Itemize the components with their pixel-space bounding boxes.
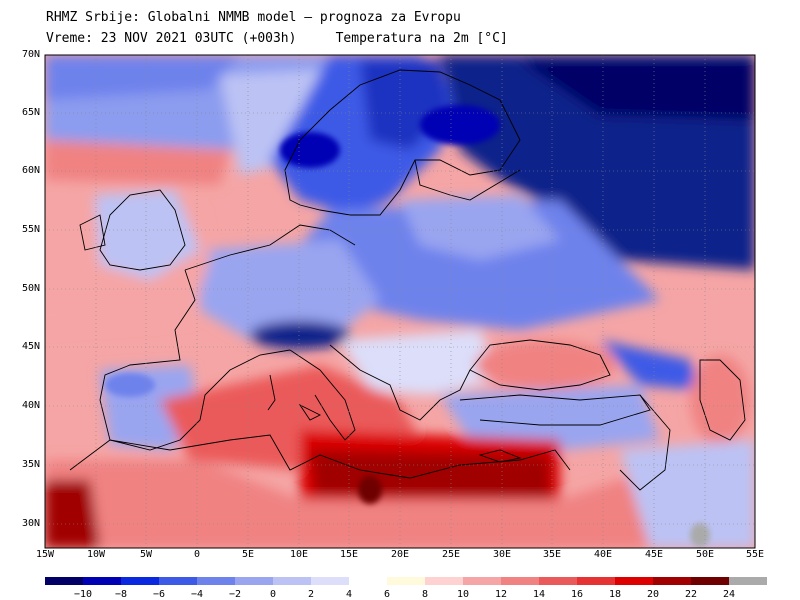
lat-label: 65N bbox=[21, 107, 40, 118]
lon-label: 5E bbox=[241, 549, 255, 560]
colorbar-swatch bbox=[235, 577, 273, 585]
lon-label: 55E bbox=[745, 549, 765, 560]
lon-label: 10W bbox=[86, 549, 106, 560]
colorbar-tick-label: −4 bbox=[190, 589, 204, 600]
colorbar-tick-label: 10 bbox=[456, 589, 470, 600]
colorbar-tick-label: −8 bbox=[114, 589, 128, 600]
colorbar-swatch bbox=[311, 577, 349, 585]
colorbar bbox=[45, 577, 767, 585]
lat-label: 50N bbox=[21, 283, 40, 294]
colorbar-tick-label: 18 bbox=[608, 589, 622, 600]
lat-label: 55N bbox=[21, 224, 40, 235]
colorbar-tick-label: 12 bbox=[494, 589, 508, 600]
field-name: Temperatura na 2m [°C] bbox=[335, 31, 508, 46]
colorbar-swatch bbox=[159, 577, 197, 585]
colorbar-swatch bbox=[501, 577, 539, 585]
colorbar-swatch bbox=[387, 577, 425, 585]
lat-label: 70N bbox=[21, 49, 40, 60]
colorbar-tick-label: 22 bbox=[684, 589, 698, 600]
lat-label: 40N bbox=[21, 400, 40, 411]
lon-label: 35E bbox=[542, 549, 562, 560]
lon-label: 15E bbox=[339, 549, 359, 560]
lat-label: 30N bbox=[21, 518, 40, 529]
map-frame bbox=[44, 54, 756, 549]
colorbar-swatch bbox=[615, 577, 653, 585]
colorbar-swatch bbox=[425, 577, 463, 585]
colorbar-tick-label: 0 bbox=[269, 589, 277, 600]
lon-label: 40E bbox=[593, 549, 613, 560]
lon-label: 20E bbox=[390, 549, 410, 560]
colorbar-swatch bbox=[691, 577, 729, 585]
lat-label: 45N bbox=[21, 341, 40, 352]
forecast-time: Vreme: 23 NOV 2021 03UTC (+003h) bbox=[46, 31, 297, 46]
colorbar-swatch bbox=[729, 577, 767, 585]
lon-label: 5W bbox=[139, 549, 153, 560]
colorbar-tick-label: −10 bbox=[73, 589, 93, 600]
colorbar-swatch bbox=[83, 577, 121, 585]
colorbar-tick-label: 14 bbox=[532, 589, 546, 600]
map-title: RHMZ Srbije: Globalni NMMB model — progn… bbox=[46, 10, 461, 25]
lon-label: 10E bbox=[289, 549, 309, 560]
lat-label: 60N bbox=[21, 165, 40, 176]
colorbar-tick-label: 8 bbox=[421, 589, 429, 600]
colorbar-swatch bbox=[45, 577, 83, 585]
colorbar-swatch bbox=[577, 577, 615, 585]
map-subtitle: Vreme: 23 NOV 2021 03UTC (+003h) Tempera… bbox=[46, 31, 508, 46]
colorbar-swatch bbox=[273, 577, 311, 585]
lon-label: 25E bbox=[441, 549, 461, 560]
colorbar-swatch bbox=[463, 577, 501, 585]
temperature-field bbox=[45, 55, 755, 548]
lon-label: 50E bbox=[695, 549, 715, 560]
lon-label: 30E bbox=[492, 549, 512, 560]
colorbar-tick-label: 24 bbox=[722, 589, 736, 600]
colorbar-swatch bbox=[539, 577, 577, 585]
colorbar-tick-label: 2 bbox=[307, 589, 315, 600]
colorbar-swatch bbox=[121, 577, 159, 585]
colorbar-tick-label: 4 bbox=[345, 589, 353, 600]
colorbar-swatch bbox=[653, 577, 691, 585]
colorbar-tick-label: 16 bbox=[570, 589, 584, 600]
coastlines bbox=[69, 69, 746, 491]
colorbar-tick-label: −2 bbox=[228, 589, 242, 600]
colorbar-swatch bbox=[197, 577, 235, 585]
lon-label: 15W bbox=[35, 549, 55, 560]
lon-label: 0 bbox=[193, 549, 201, 560]
lon-label: 45E bbox=[644, 549, 664, 560]
colorbar-tick-label: 20 bbox=[646, 589, 660, 600]
colorbar-tick-label: −6 bbox=[152, 589, 166, 600]
colorbar-tick-label: 6 bbox=[383, 589, 391, 600]
colorbar-swatch bbox=[349, 577, 387, 585]
lat-label: 35N bbox=[21, 459, 40, 470]
